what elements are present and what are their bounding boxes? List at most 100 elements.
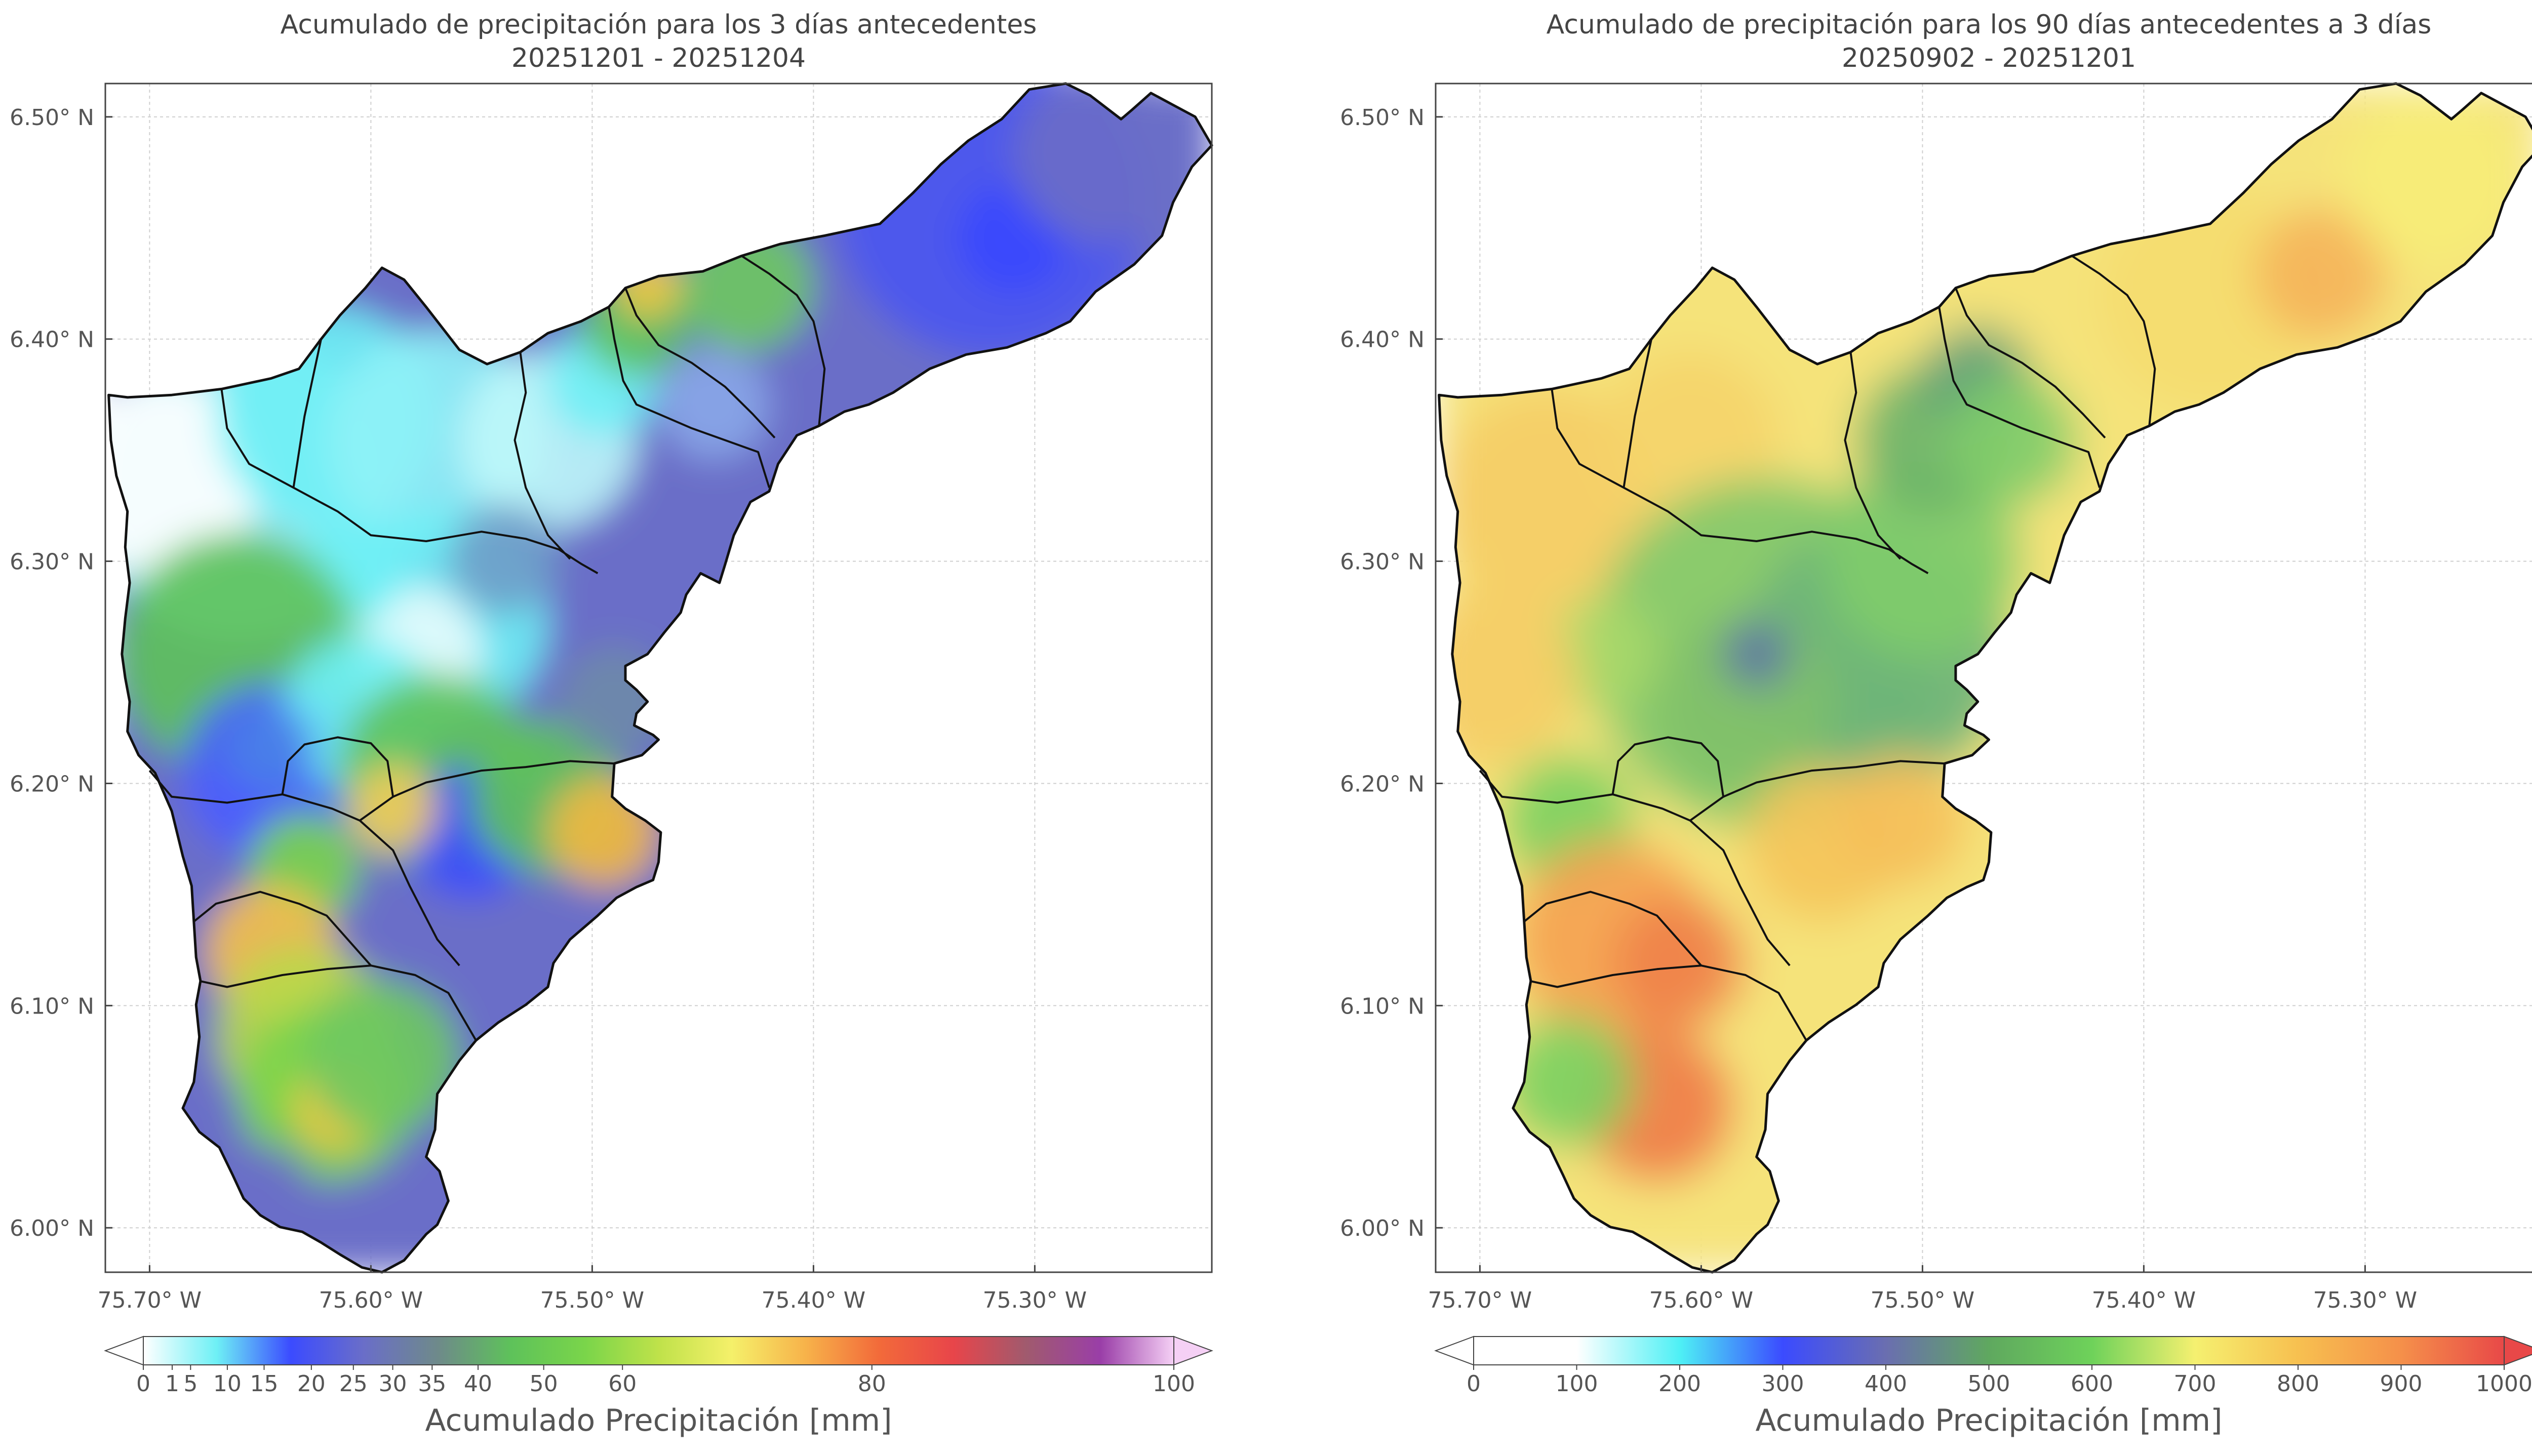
- field-blob: [1657, 613, 1834, 790]
- x-tick-label: 75.70° W: [98, 1287, 202, 1313]
- colorbar-bar: [1473, 1336, 2505, 1365]
- colorbar-extend-max: [2504, 1336, 2532, 1366]
- y-tick-label: 6.00° N: [1340, 1216, 1425, 1241]
- colorbar-tick-label: 50: [530, 1371, 558, 1397]
- y-tick-label: 6.10° N: [10, 993, 94, 1019]
- subbasin-boundary: [1523, 891, 1702, 966]
- subbasin-boundary: [1938, 307, 2101, 488]
- colorbar-tick-label: 40: [464, 1371, 492, 1397]
- colorbar-tick-label: 300: [1762, 1371, 1804, 1397]
- colorbar-tick-label: 400: [1865, 1371, 1907, 1397]
- field-blob: [2254, 207, 2388, 340]
- y-tick-label: 6.00° N: [10, 1216, 94, 1241]
- field-blob: [1012, 84, 1190, 244]
- subbasin-boundary: [1529, 964, 1807, 1041]
- subbasin-boundary: [1479, 770, 1791, 966]
- subbasin-boundary: [2071, 255, 2156, 426]
- x-tick-label: 75.40° W: [762, 1287, 865, 1313]
- colorbar-label: Acumulado Precipitación [mm]: [425, 1403, 892, 1438]
- x-tick-label: 75.60° W: [319, 1287, 423, 1313]
- left-panel-title: Acumulado de precipitación para los 3 dí…: [105, 8, 1212, 75]
- field-blob: [1723, 621, 1790, 687]
- subbasin-boundary: [1955, 288, 2106, 439]
- colorbar-tick-label: 1000: [2476, 1371, 2532, 1397]
- subbasin-boundary: [281, 736, 394, 822]
- field-blob: [1945, 374, 2078, 507]
- field-blob: [658, 349, 769, 460]
- field-blob: [304, 981, 460, 1136]
- field-blob: [348, 764, 438, 853]
- y-tick-label: 6.40° N: [1340, 327, 1425, 353]
- field-blob: [2343, 90, 2520, 267]
- subbasin-boundary: [513, 352, 571, 560]
- colorbar-tick-label: 100: [1153, 1371, 1195, 1397]
- left-subtitle-line: 20251201 - 20251204: [511, 43, 806, 73]
- colorbar-tick-label: 0: [1467, 1371, 1481, 1397]
- y-tick-label: 6.50° N: [1340, 105, 1425, 131]
- subbasin-boundary: [193, 891, 372, 966]
- right-panel-title: Acumulado de precipitación para los 90 d…: [1436, 8, 2532, 75]
- colorbar-extend-max: [1173, 1336, 1213, 1366]
- colorbar-extend-min: [1434, 1336, 1474, 1366]
- colorbar-tick-label: 25: [339, 1371, 368, 1397]
- subbasin-boundary: [392, 760, 615, 798]
- subbasin-boundary: [1844, 352, 1902, 560]
- colorbar-tick-label: 10: [213, 1371, 242, 1397]
- subbasin-boundary: [1611, 736, 1725, 822]
- colorbar-tick-label: 60: [608, 1371, 637, 1397]
- y-tick-label: 6.20° N: [1340, 771, 1425, 797]
- colorbar-tick-label: 100: [1556, 1371, 1598, 1397]
- colorbar-tick-label: 35: [418, 1371, 446, 1397]
- y-tick-label: 6.30° N: [1340, 549, 1425, 575]
- x-tick-label: 75.50° W: [540, 1287, 644, 1313]
- field-blob: [1834, 754, 1967, 887]
- left-title-line: Acumulado de precipitación para los 3 dí…: [280, 10, 1037, 40]
- colorbar-tick-label: 80: [858, 1371, 886, 1397]
- colorbar-bar: [143, 1336, 1174, 1365]
- colorbar-tick-label: 900: [2380, 1371, 2423, 1397]
- y-tick-label: 6.50° N: [10, 105, 94, 131]
- field-blob: [1439, 389, 1657, 611]
- y-tick-label: 6.30° N: [10, 549, 94, 575]
- right-subtitle-line: 20250902 - 20251201: [1841, 43, 2137, 73]
- subbasin-boundary: [608, 307, 770, 488]
- colorbar-tick-label: 200: [1658, 1371, 1701, 1397]
- colorbar-label: Acumulado Precipitación [mm]: [1755, 1403, 2222, 1438]
- colorbar-extend-min: [104, 1336, 144, 1366]
- y-tick-label: 6.40° N: [10, 327, 94, 353]
- left-map-panel: 6.50° N 6.40° N 6.30° N 6.20° N 6.10° N 6.00°…: [10, 82, 1213, 1438]
- x-tick-label: 75.40° W: [2092, 1287, 2196, 1313]
- x-tick-label: 75.30° W: [2313, 1287, 2417, 1313]
- y-tick-label: 6.20° N: [10, 771, 94, 797]
- colorbar-tick-label: 1: [165, 1371, 179, 1397]
- colorbar-tick-label: 20: [297, 1371, 326, 1397]
- x-tick-label: 75.50° W: [1871, 1287, 1974, 1313]
- subbasin-boundary: [1723, 760, 1945, 798]
- right-map-panel: 6.50° N 6.40° N 6.30° N 6.20° N 6.10° N 6.00°…: [1340, 82, 2532, 1438]
- colorbar-tick-label: 15: [250, 1371, 278, 1397]
- subbasin-boundary: [624, 288, 776, 439]
- colorbar-tick-label: 30: [379, 1371, 407, 1397]
- subbasin-boundary: [292, 339, 323, 488]
- field-blob: [1823, 459, 2023, 659]
- x-tick-label: 75.60° W: [1649, 1287, 1753, 1313]
- field-blob: [1612, 897, 1746, 1030]
- colorbar-tick-label: 500: [1968, 1371, 2010, 1397]
- colorbar-tick-label: 0: [136, 1371, 150, 1397]
- right-title-line: Acumulado de precipitación para los 90 d…: [1546, 10, 2432, 40]
- field-blob: [1439, 589, 1580, 766]
- x-tick-label: 75.70° W: [1428, 1287, 1532, 1313]
- y-tick-label: 6.10° N: [1340, 993, 1425, 1019]
- colorbar-tick-label: 800: [2277, 1371, 2319, 1397]
- basin-outline: [107, 82, 1213, 1274]
- colorbar-tick-label: 5: [183, 1371, 197, 1397]
- subbasin-boundary: [199, 964, 477, 1041]
- x-tick-label: 75.30° W: [983, 1287, 1087, 1313]
- colorbar-R: 0 100 200 300 400 500 600 700 800 900 1000 Acumulad…: [1434, 1336, 2532, 1438]
- field-blob: [1502, 1016, 1635, 1149]
- colorbar-tick-label: 700: [2174, 1371, 2217, 1397]
- subbasin-boundary: [1623, 339, 1653, 488]
- axes-border: [1435, 83, 2532, 1273]
